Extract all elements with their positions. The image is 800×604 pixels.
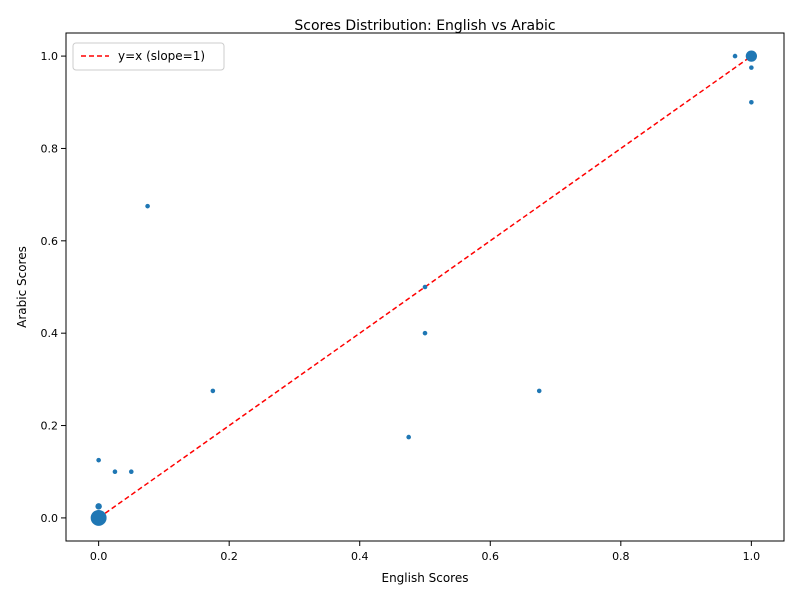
scatter-point: [422, 330, 428, 336]
x-tick-label: 0.2: [220, 550, 238, 563]
x-tick-label: 0.8: [612, 550, 630, 563]
scatter-point: [745, 50, 757, 62]
y-tick-label: 0.2: [41, 420, 59, 433]
plot-frame: [65, 32, 785, 542]
legend: y=x (slope=1): [72, 42, 225, 71]
scatter-point: [422, 284, 428, 290]
scatter-point: [112, 469, 118, 475]
scatter-point: [128, 469, 134, 475]
scatter-point: [90, 509, 107, 526]
x-tick-label: 0.6: [482, 550, 500, 563]
chart-title: Scores Distribution: English vs Arabic: [294, 18, 555, 34]
legend-box: [72, 42, 225, 71]
scatter-point: [96, 457, 101, 463]
scatter-point: [145, 203, 150, 209]
scatter-point: [749, 65, 754, 70]
y-axis-label: Arabic Scores: [15, 246, 29, 328]
x-axis-label: English Scores: [381, 571, 468, 585]
x-tick-label: 0.4: [351, 550, 369, 563]
scatter-point: [536, 388, 542, 394]
scatter-point: [749, 99, 754, 105]
y-axis-ticks: 0.0 0.2 0.4 0.6 0.8 1.0: [41, 50, 66, 525]
scatter-point: [95, 503, 102, 510]
x-axis-ticks: 0.0 0.2 0.4 0.6 0.8 1.0: [90, 541, 760, 563]
reference-line-y-equals-x: [98, 55, 752, 519]
reference-line-layer: [98, 55, 752, 519]
y-tick-label: 0.4: [41, 327, 59, 340]
y-tick-label: 0.6: [41, 235, 59, 248]
y-tick-label: 0.0: [41, 512, 59, 525]
y-tick-label: 1.0: [41, 50, 59, 63]
points-layer: [90, 50, 757, 526]
legend-label: y=x (slope=1): [118, 49, 205, 63]
scatter-point: [732, 53, 738, 59]
scatter-point: [406, 434, 411, 440]
y-tick-label: 0.8: [41, 142, 59, 155]
x-tick-label: 1.0: [743, 550, 761, 563]
x-tick-label: 0.0: [90, 550, 108, 563]
scatter-point: [210, 388, 216, 394]
